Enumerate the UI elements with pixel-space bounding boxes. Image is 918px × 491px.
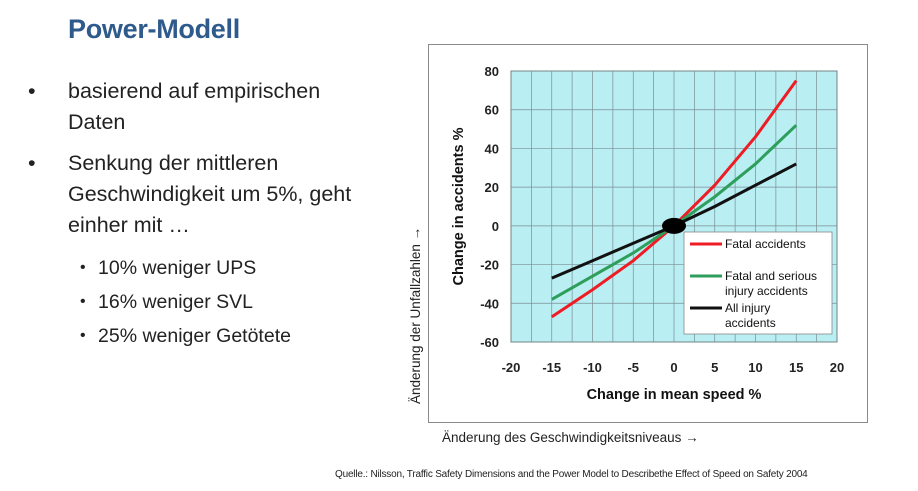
- legend-box: [683, 231, 833, 335]
- horizontal-axis-note: Änderung des Geschwindigkeitsniveaus →: [442, 430, 699, 445]
- legend-label: Fatal accidents: [725, 237, 806, 251]
- bullet-list: • basierend auf empirischen Daten • Senk…: [28, 76, 368, 353]
- legend-label: All injury: [725, 301, 770, 315]
- bullet-dot-icon: •: [80, 293, 86, 310]
- bullet-dot-icon: •: [28, 151, 36, 175]
- y-tick-label: -20: [480, 258, 499, 273]
- legend-label: accidents: [725, 316, 776, 330]
- origin-marker: [662, 217, 686, 234]
- source-citation: Quelle.: Nilsson, Traffic Safety Dimensi…: [335, 469, 808, 480]
- x-tick-label: -5: [627, 360, 639, 375]
- slide-title: Power-Modell: [68, 14, 240, 44]
- sub-bullet-text: 25% weniger Getötete: [98, 325, 291, 347]
- bullet-item: • basierend auf empirischen Daten: [28, 76, 368, 138]
- sub-bullet-item: • 16% weniger SVL: [28, 285, 368, 319]
- y-tick-label: -60: [480, 335, 499, 350]
- bullet-text: Senkung der mittleren Geschwindigkeit um…: [68, 151, 352, 237]
- sub-bullet-text: 16% weniger SVL: [98, 291, 254, 313]
- x-tick-label: 20: [830, 360, 844, 375]
- x-axis-title: Change in mean speed %: [587, 387, 762, 403]
- x-tick-label: -20: [502, 360, 521, 375]
- sub-bullet-item: • 25% weniger Getötete: [28, 319, 368, 353]
- y-tick-label: 40: [485, 141, 499, 156]
- y-tick-label: 80: [485, 64, 499, 79]
- legend-label: injury accidents: [725, 284, 808, 298]
- x-tick-label: 15: [789, 360, 803, 375]
- vertical-axis-note: Änderung der Unfallzahlen →: [408, 226, 423, 404]
- legend-label: Fatal and serious: [725, 269, 817, 283]
- bullet-dot-icon: •: [28, 79, 36, 103]
- y-tick-label: 0: [492, 219, 499, 234]
- y-tick-label: -40: [480, 296, 499, 311]
- x-tick-label: -10: [583, 360, 602, 375]
- y-tick-label: 20: [485, 180, 499, 195]
- sub-bullet-item: • 10% weniger UPS: [28, 251, 368, 285]
- chart-frame: 80 60 40 20 0 -20 -40 -60 -20 -15 -10 -5 0 5 10 15 20 Cha…: [428, 44, 868, 423]
- x-tick-label: 0: [670, 360, 677, 375]
- x-tick-label: -15: [542, 360, 561, 375]
- y-tick-label: 60: [485, 103, 499, 118]
- bullet-item: • Senkung der mittleren Geschwindigkeit …: [28, 148, 368, 241]
- x-tick-label: 10: [748, 360, 762, 375]
- x-tick-label: 5: [711, 360, 718, 375]
- bullet-dot-icon: •: [80, 259, 86, 276]
- bullet-text: basierend auf empirischen Daten: [68, 79, 321, 134]
- sub-bullet-text: 10% weniger UPS: [98, 257, 257, 279]
- bullet-dot-icon: •: [80, 327, 86, 344]
- y-axis-title: Change in accidents %: [451, 127, 467, 285]
